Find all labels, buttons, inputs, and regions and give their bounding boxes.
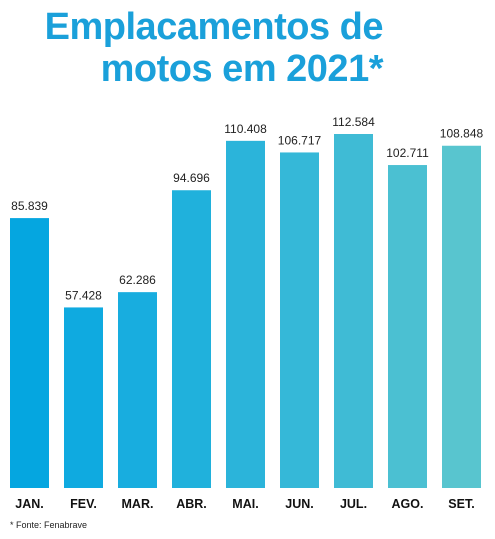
category-label: ABR. [176,497,207,511]
category-label: JAN. [15,497,43,511]
chart-title-line-2: motos em 2021* [100,48,384,90]
bar-fev [64,307,103,488]
category-label: JUL. [340,497,367,511]
value-label: 106.717 [278,133,322,147]
category-label: SET. [448,497,474,511]
bar-set [442,145,481,488]
bar-ago [388,165,427,488]
value-label: 57.428 [65,288,102,302]
category-label: FEV. [70,497,97,511]
value-label: 112.584 [332,115,375,129]
bar-mai [226,140,265,488]
value-label: 62.286 [119,273,156,287]
chart-title-line-1: Emplacamentos de [44,6,384,48]
value-label: 85.839 [11,199,48,213]
value-label: 110.408 [224,122,267,136]
bar-mar [118,292,157,488]
value-label: 94.696 [173,171,210,185]
value-label: 102.711 [386,146,429,160]
category-label: MAI. [232,497,258,511]
bar-jan [10,218,49,489]
source-note: * Fonte: Fenabrave [10,520,88,530]
bar-jul [334,134,373,488]
category-label: MAR. [122,497,154,511]
category-label: AGO. [392,497,424,511]
chart-title: Emplacamentos de motos em 2021* [44,6,384,90]
bar-jun [280,152,319,488]
value-label: 108.848 [440,127,484,141]
bar-abr [172,190,211,488]
category-label: JUN. [285,497,313,511]
